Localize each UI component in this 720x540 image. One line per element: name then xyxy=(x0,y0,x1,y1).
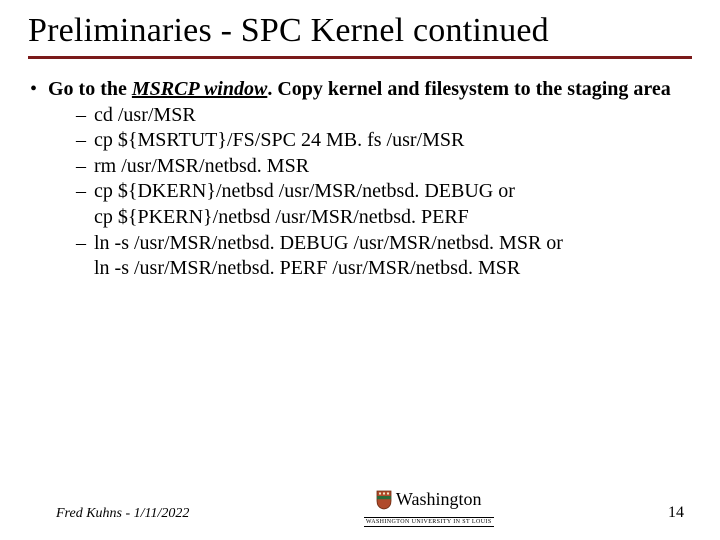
item-continuation: ln -s /usr/MSR/netbsd. PERF /usr/MSR/net… xyxy=(28,256,692,282)
logo-row: Washington xyxy=(364,489,494,510)
footer: Fred Kuhns - 1/11/2022 Washington WASHIN… xyxy=(0,484,720,528)
intro-line: • Go to the MSRCP window. Copy kernel an… xyxy=(28,77,692,103)
dash-icon: – xyxy=(76,231,94,257)
item-text: cp ${MSRTUT}/FS/SPC 24 MB. fs /usr/MSR xyxy=(94,128,464,154)
page-number: 14 xyxy=(668,504,684,522)
slide: Preliminaries - SPC Kernel continued • G… xyxy=(0,0,720,540)
item-text: rm /usr/MSR/netbsd. MSR xyxy=(94,154,309,180)
shield-icon xyxy=(376,490,392,510)
intro-post: . Copy kernel and filesystem to the stag… xyxy=(267,78,671,100)
list-item: – rm /usr/MSR/netbsd. MSR xyxy=(28,154,692,180)
footer-org-sub: WASHINGTON UNIVERSITY IN ST LOUIS xyxy=(364,517,494,527)
dash-icon: – xyxy=(76,103,94,129)
bullet-icon: • xyxy=(30,77,48,103)
intro-pre: Go to the xyxy=(48,78,132,100)
list-item: – ln -s /usr/MSR/netbsd. DEBUG /usr/MSR/… xyxy=(28,231,692,257)
dash-icon: – xyxy=(76,179,94,205)
footer-logo-block: Washington WASHINGTON UNIVERSITY IN ST L… xyxy=(364,489,494,528)
dash-icon: – xyxy=(76,154,94,180)
slide-body: • Go to the MSRCP window. Copy kernel an… xyxy=(28,77,692,282)
item-text: ln -s /usr/MSR/netbsd. DEBUG /usr/MSR/ne… xyxy=(94,231,563,257)
slide-title: Preliminaries - SPC Kernel continued xyxy=(28,12,692,59)
intro-text: Go to the MSRCP window. Copy kernel and … xyxy=(48,77,671,103)
item-text: cd /usr/MSR xyxy=(94,103,196,129)
list-item: – cd /usr/MSR xyxy=(28,103,692,129)
item-text: cp ${DKERN}/netbsd /usr/MSR/netbsd. DEBU… xyxy=(94,179,515,205)
list-item: – cp ${MSRTUT}/FS/SPC 24 MB. fs /usr/MSR xyxy=(28,128,692,154)
footer-org-name: Washington xyxy=(396,489,482,510)
item-continuation: cp ${PKERN}/netbsd /usr/MSR/netbsd. PERF xyxy=(28,205,692,231)
intro-link: MSRCP window xyxy=(132,78,267,100)
footer-author-date: Fred Kuhns - 1/11/2022 xyxy=(56,506,189,522)
list-item: – cp ${DKERN}/netbsd /usr/MSR/netbsd. DE… xyxy=(28,179,692,205)
dash-icon: – xyxy=(76,128,94,154)
